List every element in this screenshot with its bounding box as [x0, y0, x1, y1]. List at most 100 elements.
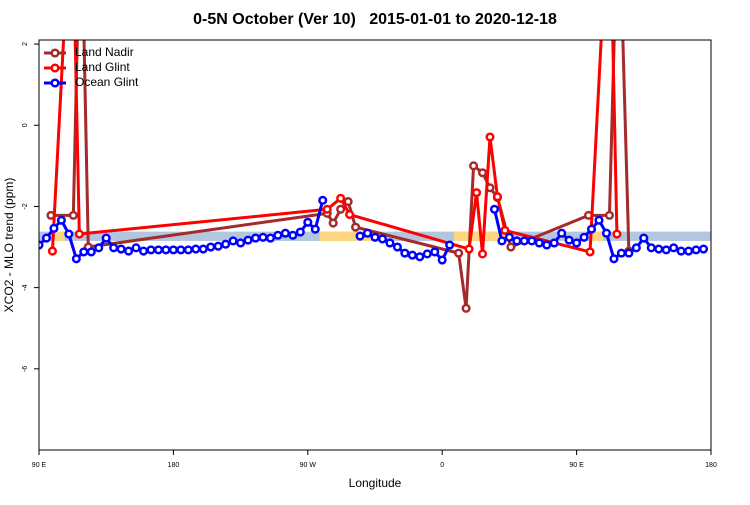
data-point [504, 232, 514, 242]
data-point [609, 254, 619, 264]
chart-title: 0-5N October (Ver 10) 2015-01-01 to 2020… [193, 11, 557, 28]
land-span [319, 231, 373, 241]
data-point [676, 246, 686, 256]
data-point [594, 215, 604, 225]
data-point [362, 228, 373, 238]
data-point [684, 246, 694, 256]
legend-label: Land Nadir [75, 45, 134, 59]
data-point [236, 238, 246, 248]
data-point [445, 240, 455, 250]
data-point [280, 228, 290, 238]
series-line [50, 40, 631, 310]
data-point [351, 222, 361, 232]
data-point [221, 239, 231, 249]
data-point [492, 192, 503, 202]
data-point [385, 238, 395, 248]
x-tick-label: 90 E [32, 462, 47, 469]
data-point [646, 243, 656, 253]
legend-label: Ocean Glint [75, 75, 139, 89]
data-point [56, 215, 66, 225]
x-tick-label: 90 W [300, 462, 317, 469]
data-point [86, 247, 96, 257]
data-point [243, 235, 253, 245]
data-point [94, 243, 104, 253]
data-point [485, 132, 495, 142]
data-point [161, 245, 171, 255]
data-point [377, 234, 388, 244]
data-point [71, 254, 81, 264]
data-point [273, 230, 283, 240]
data-point [74, 229, 84, 239]
data-point [437, 255, 447, 265]
plot-area [39, 40, 711, 313]
y-tick-label: -4 [22, 284, 29, 290]
data-point [585, 247, 595, 257]
legend-label: Land Glint [75, 60, 130, 74]
data-point [624, 248, 634, 258]
data-point [534, 238, 544, 248]
data-point [206, 242, 216, 252]
data-point [228, 236, 238, 246]
data-point [213, 241, 223, 251]
data-point [392, 242, 402, 252]
data-point [477, 249, 488, 259]
data-point [168, 245, 178, 255]
data-point [430, 247, 440, 257]
data-point [303, 217, 313, 227]
y-tick-label: -6 [22, 366, 29, 372]
legend-marker [50, 78, 60, 88]
data-point [512, 236, 522, 246]
data-point [265, 233, 276, 243]
data-point [464, 244, 474, 254]
data-point [698, 244, 709, 254]
data-point [41, 233, 52, 243]
data-point [322, 204, 332, 214]
data-point [497, 236, 507, 246]
data-point [258, 232, 268, 242]
data-point [47, 246, 57, 256]
y-tick-label: -2 [22, 203, 29, 209]
data-point [64, 229, 74, 239]
data-point [250, 233, 261, 243]
x-tick-label: 90 E [569, 462, 584, 469]
data-point [49, 223, 59, 233]
data-point [101, 233, 111, 243]
data-point [288, 230, 298, 240]
data-point [68, 210, 78, 220]
data-point [639, 233, 649, 243]
plot-frame [38, 39, 712, 451]
data-point [109, 243, 119, 253]
land-span [591, 231, 604, 241]
data-point [612, 229, 622, 239]
data-point [328, 218, 338, 228]
data-point [124, 246, 134, 256]
data-point [461, 303, 471, 313]
data-point [422, 249, 432, 259]
data-point [654, 244, 664, 254]
data-point [370, 232, 380, 242]
x-axis-label: Longitude [349, 476, 402, 490]
data-point [601, 228, 612, 238]
data-point [295, 227, 305, 237]
data-point [519, 236, 529, 246]
data-point [527, 236, 537, 246]
data-point [454, 248, 464, 258]
data-point [549, 238, 559, 248]
data-point [586, 224, 597, 234]
legend-marker [50, 48, 60, 58]
data-point [415, 252, 425, 262]
x-tick-label: 0 [440, 462, 444, 469]
data-point [343, 197, 353, 207]
data-point [477, 168, 488, 178]
data-point [198, 244, 208, 254]
data-point [191, 244, 201, 254]
land-span [53, 231, 65, 241]
data-point [146, 245, 156, 255]
data-point [400, 248, 410, 258]
data-point [176, 245, 186, 255]
data-point [616, 248, 626, 258]
data-point [116, 244, 126, 254]
legend-marker [50, 63, 60, 73]
x-tick-label: 180 [168, 462, 180, 469]
data-point [564, 235, 574, 245]
